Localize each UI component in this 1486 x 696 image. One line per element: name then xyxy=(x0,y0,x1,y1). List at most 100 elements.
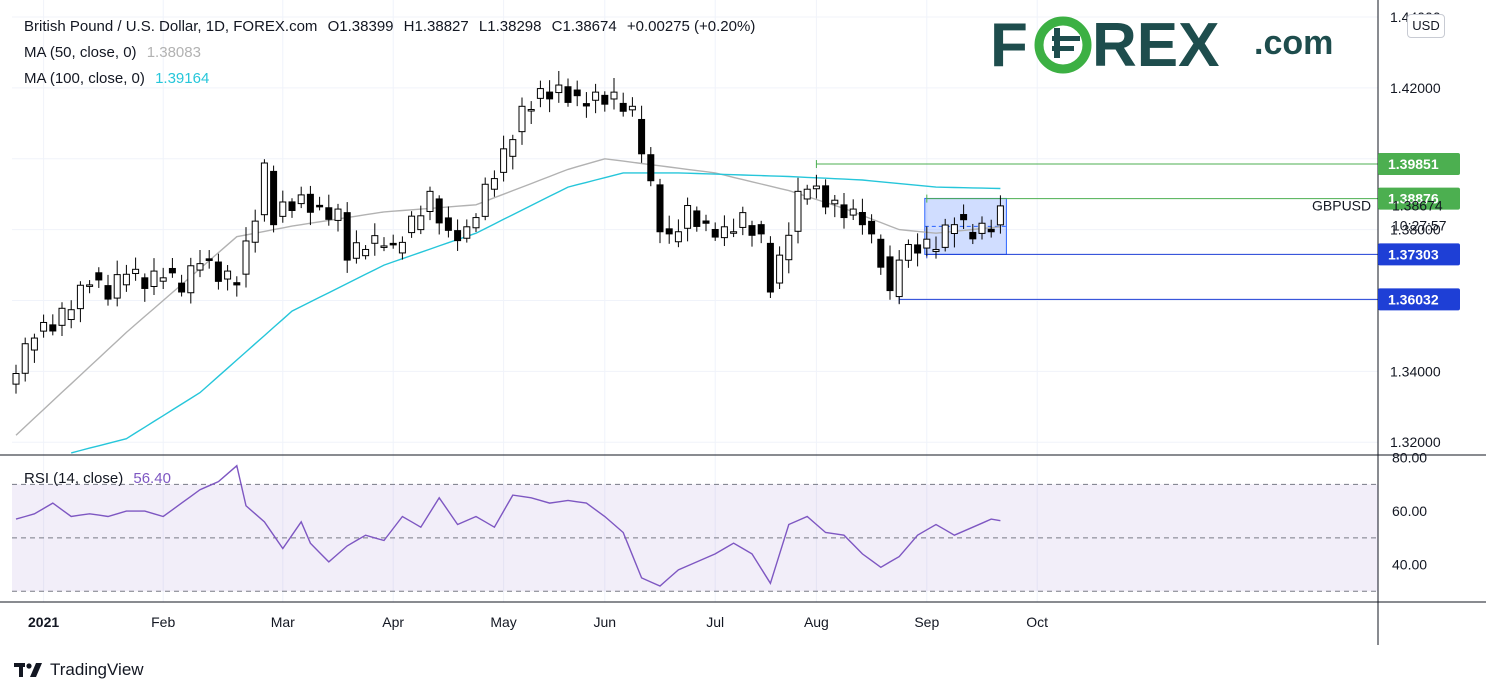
ma100-label: MA (100, close, 0) xyxy=(24,70,145,87)
candle-down xyxy=(638,118,646,155)
candle-up xyxy=(398,241,406,254)
time-tick-label: May xyxy=(490,614,516,630)
symbol-header: British Pound / U.S. Dollar, 1D, FOREX.c… xyxy=(24,18,755,35)
candle-up xyxy=(113,274,121,299)
candle-up xyxy=(481,183,489,217)
candle-up xyxy=(831,199,839,205)
candle-up xyxy=(224,270,232,280)
ma100-line-group xyxy=(71,172,1001,454)
range-rectangle xyxy=(924,197,1007,255)
chart-grid xyxy=(12,0,1378,602)
candle-up xyxy=(895,259,903,298)
rsi-tick-label: 40.00 xyxy=(1392,557,1427,573)
ohlc-close: C1.38674 xyxy=(551,18,617,35)
candle-up xyxy=(260,162,268,216)
candle-down xyxy=(435,198,443,224)
candle-up xyxy=(21,343,29,374)
candle-up xyxy=(684,205,692,229)
ohlc-high: H1.38827 xyxy=(403,18,469,35)
candle-down xyxy=(49,324,57,332)
candle-down xyxy=(141,277,149,289)
price-label-box xyxy=(1378,153,1460,176)
price-label-text: 1.36032 xyxy=(1388,291,1439,307)
candle-down xyxy=(914,244,922,254)
candle-up xyxy=(739,212,747,228)
ma100-legend[interactable]: MA (100, close, 0) 1.39164 xyxy=(24,70,209,87)
symbol-title: British Pound / U.S. Dollar, 1D, FOREX.c… xyxy=(24,18,318,35)
logo-letter-f: F xyxy=(990,11,1028,78)
ohlc-low: L1.38298 xyxy=(478,18,542,35)
price-label-text: 1.38876 xyxy=(1388,191,1439,207)
tradingview-brand: TradingView xyxy=(50,660,144,679)
candle-up xyxy=(978,222,986,234)
logo-o-icon xyxy=(1034,16,1092,74)
candle-up xyxy=(904,244,912,261)
candle-up xyxy=(187,265,195,294)
candle-up xyxy=(362,248,370,257)
price-label-text: 1.39851 xyxy=(1388,156,1439,172)
candle-down xyxy=(343,212,351,261)
candle-up xyxy=(150,270,158,287)
candle-up xyxy=(794,190,802,232)
candle-up xyxy=(67,309,75,321)
rsi-tick-label: 60.00 xyxy=(1392,503,1427,519)
candle-down xyxy=(205,258,213,261)
candle-up xyxy=(12,372,20,385)
tradingview-footer[interactable]: TradingView xyxy=(14,660,144,680)
rsi-line xyxy=(15,464,1001,587)
price-tick-label: 1.34000 xyxy=(1390,363,1441,379)
candle-down xyxy=(877,238,885,268)
candle-down xyxy=(104,285,112,300)
candle-up xyxy=(196,263,204,271)
candle-up xyxy=(380,245,388,248)
candle-down xyxy=(822,185,830,208)
candle-down xyxy=(546,91,554,100)
candle-up xyxy=(463,226,471,239)
time-axis: 2021 Feb Mar Apr May Jun Jul Aug Sep Oct xyxy=(0,601,1486,630)
candle-down xyxy=(573,89,581,97)
candle-down xyxy=(214,261,222,282)
candle-down xyxy=(886,256,894,292)
candle-down xyxy=(711,228,719,238)
logo-suffix: .com xyxy=(1254,24,1333,62)
rsi-legend[interactable]: RSI (14, close) 56.40 xyxy=(24,470,171,487)
time-tick-label: Sep xyxy=(914,614,939,630)
candle-down xyxy=(693,210,701,227)
candle-up xyxy=(610,91,618,100)
candle-up xyxy=(803,188,811,200)
candle-down xyxy=(665,228,673,235)
price-tick-label: 1.42000 xyxy=(1390,80,1441,96)
candles-group xyxy=(12,70,1004,394)
candle-down xyxy=(868,220,876,235)
candle-down xyxy=(444,217,452,231)
rsi-value: 56.40 xyxy=(133,470,171,487)
price-label-box xyxy=(1378,243,1460,266)
ma50-legend[interactable]: MA (50, close, 0) 1.38083 xyxy=(24,44,201,61)
candle-up xyxy=(785,234,793,261)
tradingview-logo-icon xyxy=(14,663,42,677)
candle-down xyxy=(702,220,710,224)
ma100-value: 1.39164 xyxy=(155,70,210,87)
logo-letters-rex: REX xyxy=(1092,11,1219,78)
candle-down xyxy=(454,230,462,242)
candle-down xyxy=(389,242,397,246)
candle-up xyxy=(996,205,1004,226)
candle-up xyxy=(279,201,287,217)
candle-up xyxy=(408,215,416,234)
candle-down xyxy=(306,193,314,213)
currency-button[interactable]: USD xyxy=(1407,14,1445,38)
candle-up xyxy=(371,235,379,244)
candle-down xyxy=(840,204,848,219)
candle-up xyxy=(592,91,600,101)
price-tick-label: 1.38000 xyxy=(1390,222,1441,238)
candle-up xyxy=(40,321,48,332)
symbol-tag: GBPUSD xyxy=(1312,198,1371,214)
candle-up xyxy=(950,224,958,234)
time-tick-label: Oct xyxy=(1026,614,1048,630)
price-label-box xyxy=(1378,288,1460,311)
candle-up xyxy=(76,284,84,310)
time-tick-label: Feb xyxy=(151,614,175,630)
candle-up xyxy=(352,242,360,259)
candle-down xyxy=(325,207,333,220)
